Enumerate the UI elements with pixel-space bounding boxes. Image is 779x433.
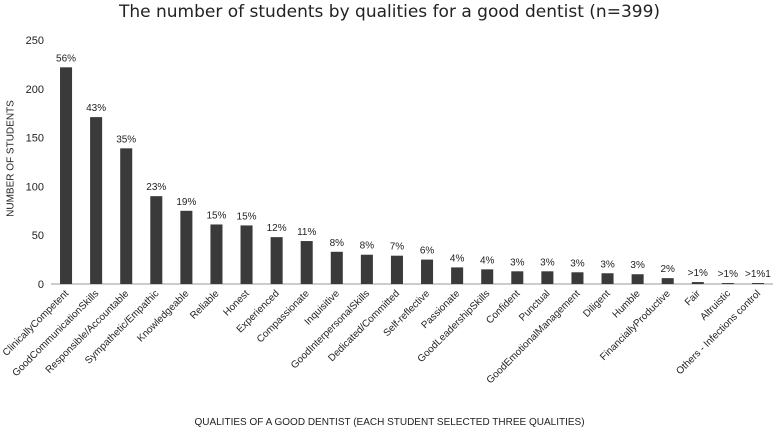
bar: [691, 282, 704, 284]
data-label: 3%: [540, 257, 555, 268]
bar: [180, 210, 193, 284]
data-label: 3%: [600, 259, 615, 270]
bar: [661, 278, 674, 284]
data-label: 2%: [660, 264, 675, 275]
data-label: 3%: [630, 260, 645, 271]
bar: [90, 117, 103, 284]
bar: [300, 241, 313, 284]
bar: [240, 225, 253, 284]
data-label: 3%: [570, 258, 585, 269]
data-label: >1%: [688, 268, 708, 279]
x-tick-label: Diligent: [581, 288, 613, 320]
data-label: 15%: [237, 211, 257, 222]
bar: [631, 274, 644, 284]
x-tick-label: Reliable: [188, 288, 222, 322]
bar: [360, 254, 373, 284]
data-label: >1%: [718, 269, 738, 280]
data-label: 7%: [390, 242, 405, 253]
data-label: 4%: [450, 253, 465, 264]
data-label: 43%: [86, 103, 106, 114]
x-tick-label: Knowledgeable: [135, 288, 191, 344]
x-tick-label: Fair: [683, 288, 703, 308]
bar: [421, 259, 434, 284]
bar: [721, 283, 734, 284]
data-label: 19%: [176, 197, 196, 208]
data-label: 15%: [206, 210, 226, 221]
data-label: 11%: [297, 227, 316, 238]
bar: [751, 283, 764, 284]
data-label: 8%: [330, 238, 345, 249]
bar: [150, 196, 163, 284]
data-label: 56%: [56, 53, 76, 64]
data-label: 8%: [360, 241, 375, 252]
bar: [390, 255, 403, 284]
y-tick-label: 100: [26, 181, 44, 193]
bar: [451, 267, 464, 284]
x-axis-label: QUALITIES OF A GOOD DENTIST (EACH STUDEN…: [194, 417, 585, 428]
bar: [571, 272, 584, 284]
y-tick-label: 250: [26, 35, 44, 47]
bar: [481, 269, 494, 284]
bar: [511, 271, 524, 284]
data-label: >1%1: [745, 269, 771, 280]
bar: [60, 67, 73, 284]
chart-title: The number of students by qualities for …: [118, 2, 661, 22]
bar: [330, 251, 343, 284]
y-tick-label: 200: [26, 84, 44, 96]
data-label: 4%: [480, 255, 495, 266]
data-label: 12%: [267, 223, 287, 234]
data-label: 35%: [116, 134, 136, 145]
bar: [601, 273, 614, 284]
data-label: 3%: [510, 257, 525, 268]
axes: 0 50 100 150 200 250: [26, 35, 773, 291]
bar: [210, 224, 223, 284]
bar: [270, 237, 283, 284]
bar: [541, 271, 554, 284]
data-label: 23%: [146, 182, 166, 193]
x-tick-labels: ClinicallyCompetentGoodCommunicationSkil…: [1, 288, 763, 386]
y-tick-label: 150: [26, 133, 44, 145]
bars: [60, 67, 764, 284]
data-labels: 56% 43% 35% 23% 19% 15% 15% 12% 11% 8% 8% 7% 6% 4% 4% 3…: [56, 53, 771, 280]
data-label: 6%: [420, 246, 435, 257]
y-tick-label: 50: [32, 230, 44, 242]
y-tick-label: 0: [38, 279, 44, 291]
x-tick-label: Compassionate: [255, 288, 312, 345]
bar: [120, 148, 133, 284]
